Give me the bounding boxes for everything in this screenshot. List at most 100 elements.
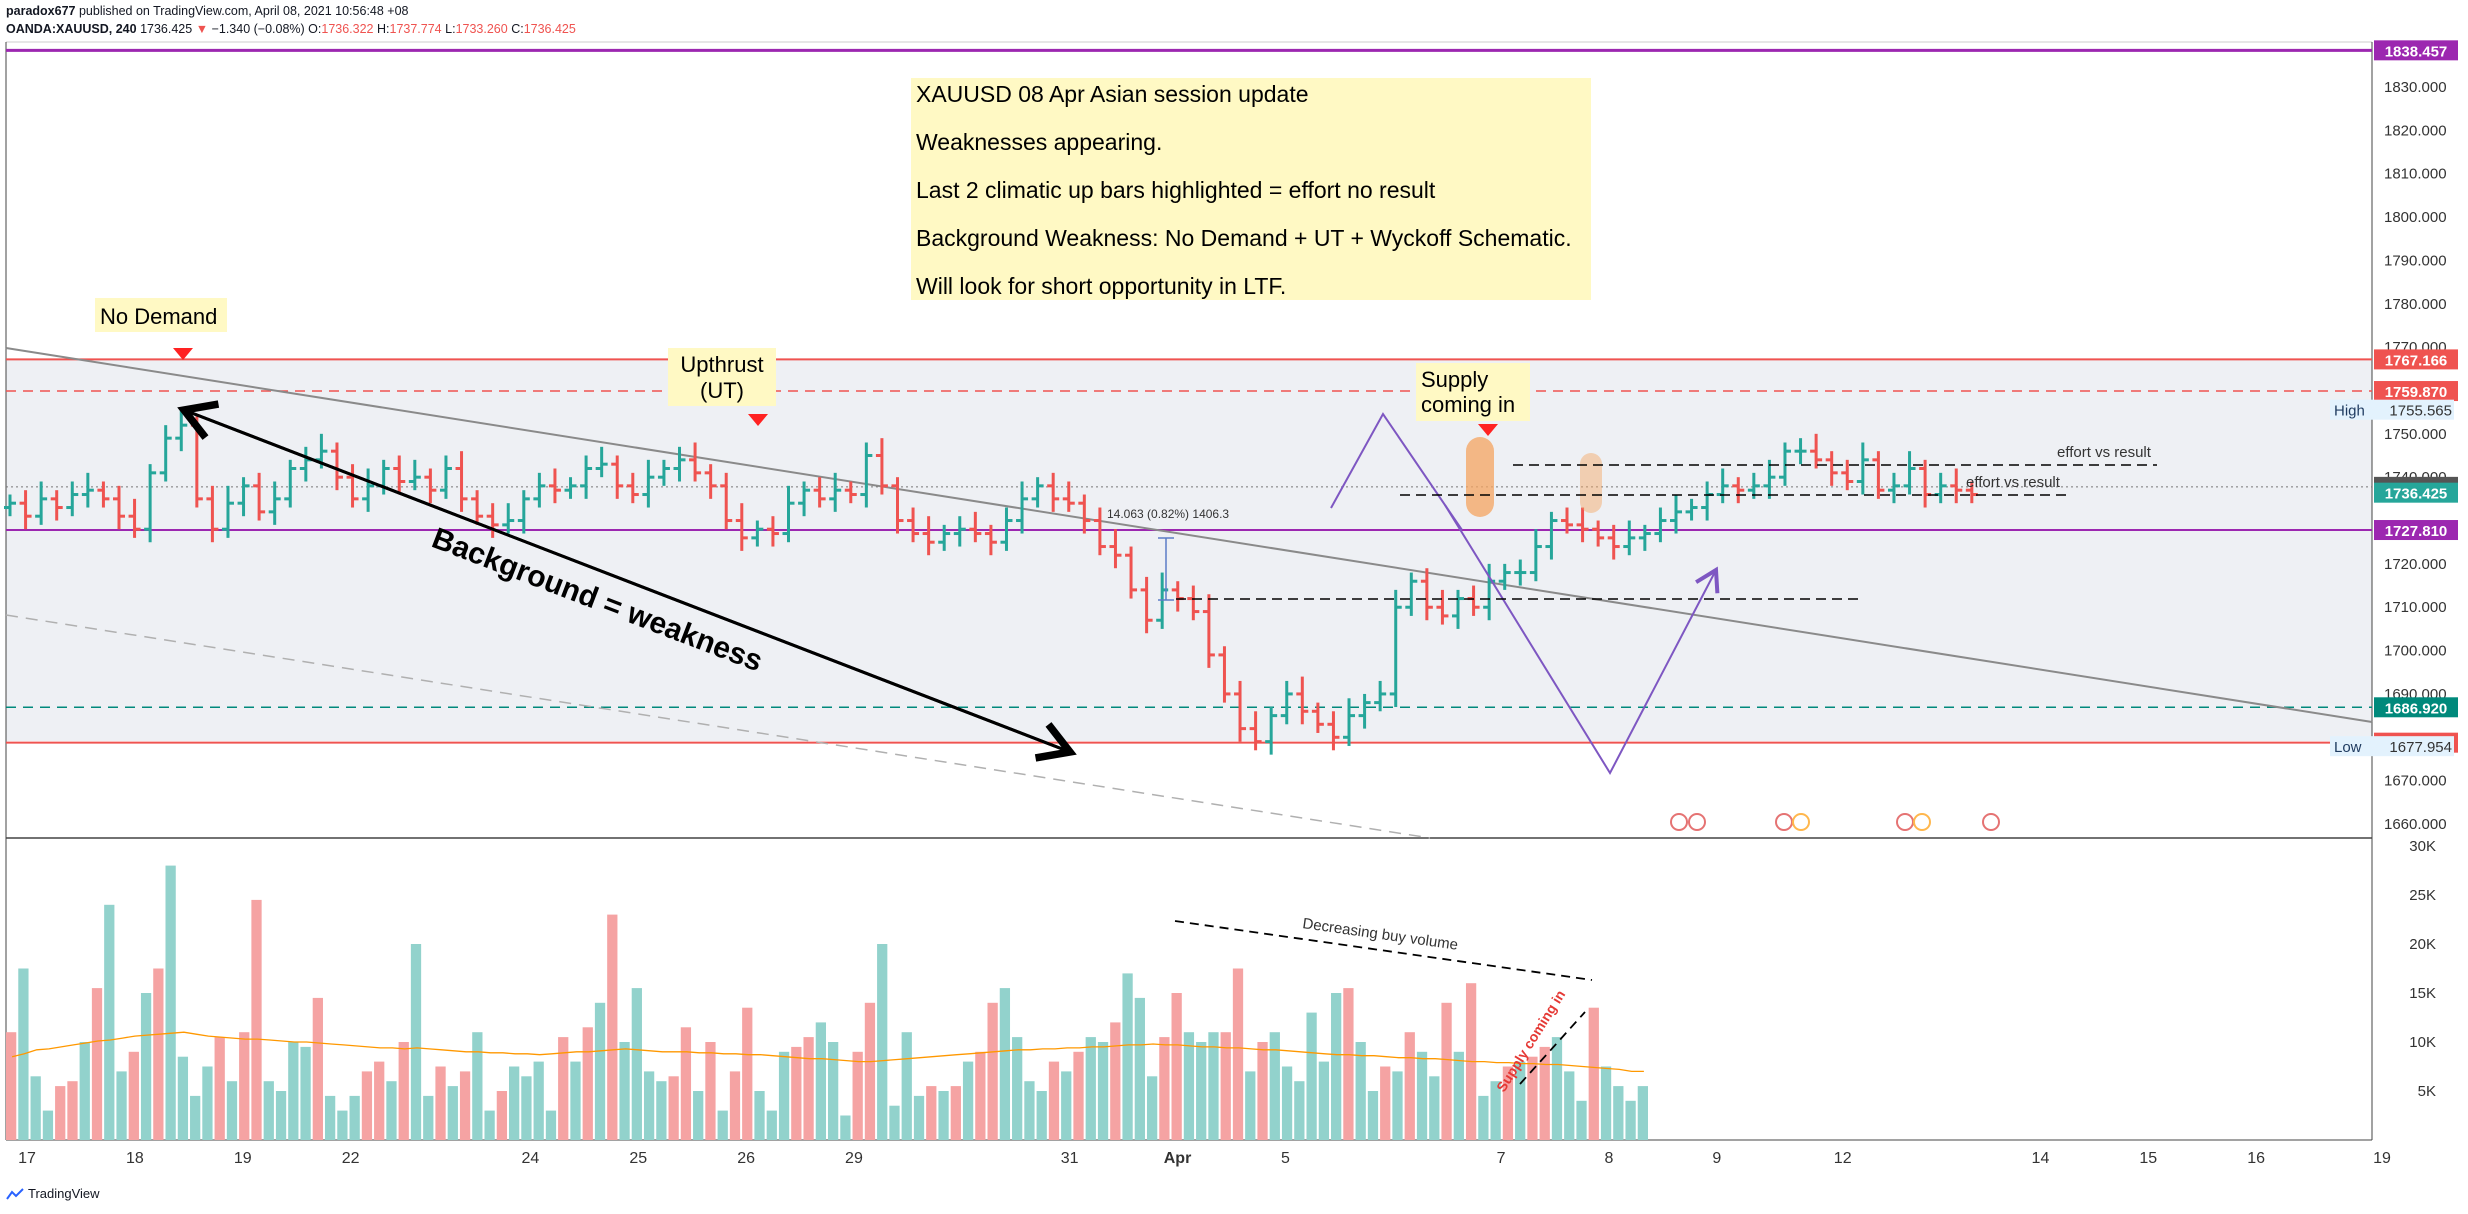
note-box bbox=[911, 78, 1591, 300]
volume-bar bbox=[472, 1032, 483, 1140]
ohlc-bar bbox=[50, 490, 63, 521]
ohlc-bar bbox=[642, 459, 655, 508]
symbol-info[interactable]: OANDA:XAUUSD, 240 bbox=[6, 22, 137, 36]
economic-event-icon[interactable] bbox=[1896, 813, 1914, 831]
volume-tick-label: 5K bbox=[2418, 1083, 2436, 1100]
volume-bar bbox=[1306, 1012, 1317, 1140]
ohlc-bar bbox=[829, 472, 842, 512]
volume-bar bbox=[104, 904, 115, 1140]
ohlc-bar bbox=[1296, 676, 1309, 725]
ohlc-bar bbox=[439, 455, 452, 499]
volume-bar bbox=[877, 944, 888, 1140]
svg-text:High: High bbox=[2334, 403, 2365, 420]
time-tick-label: 25 bbox=[629, 1150, 647, 1167]
volume-bar bbox=[1024, 1081, 1035, 1140]
ohlc-bar bbox=[953, 516, 966, 547]
chart-header: paradox677 published on TradingView.com,… bbox=[6, 2, 576, 38]
no-demand-label: No Demand bbox=[100, 304, 217, 329]
volume-bar bbox=[570, 1061, 581, 1140]
volume-bar bbox=[337, 1110, 348, 1140]
ohlc-bar bbox=[657, 459, 670, 486]
note-line-4: Background Weakness: No Demand + UT + Wy… bbox=[916, 225, 1572, 251]
ohlc-bar bbox=[844, 481, 857, 504]
ohlc-bar bbox=[860, 442, 873, 508]
economic-event-icon[interactable] bbox=[1792, 813, 1810, 831]
ohlc-bar bbox=[1856, 442, 1869, 495]
volume-bar bbox=[729, 1071, 741, 1140]
economic-event-icon[interactable] bbox=[1913, 813, 1931, 831]
ohlc-bar bbox=[1374, 680, 1387, 712]
supply-marker-icon bbox=[1478, 424, 1498, 436]
no-demand-box bbox=[95, 298, 227, 332]
volume-bar bbox=[742, 1007, 753, 1140]
close-label: C: bbox=[511, 22, 524, 36]
svg-text:1686.920: 1686.920 bbox=[2385, 700, 2448, 717]
economic-event-icon[interactable] bbox=[1688, 813, 1706, 831]
time-tick-label: 19 bbox=[2373, 1150, 2391, 1167]
economic-event-icon[interactable] bbox=[1775, 813, 1793, 831]
ohlc-bar bbox=[766, 516, 779, 547]
ohlc-bar bbox=[1810, 433, 1823, 469]
ohlc-bar bbox=[1623, 520, 1636, 556]
volume-bar bbox=[975, 1051, 986, 1140]
economic-event-icon[interactable] bbox=[1670, 813, 1688, 831]
volume-bar bbox=[1637, 1086, 1648, 1140]
volume-bar bbox=[889, 1105, 900, 1140]
ohlc-bar bbox=[1654, 507, 1667, 543]
volume-bar bbox=[1036, 1091, 1047, 1140]
ohlc-bar bbox=[97, 481, 110, 508]
ohlc-bar bbox=[611, 455, 624, 499]
time-tick-label: 16 bbox=[2247, 1150, 2265, 1167]
ohlc-bar bbox=[891, 477, 904, 534]
volume-bar bbox=[1539, 1046, 1550, 1140]
economic-event-icon[interactable] bbox=[1982, 813, 2000, 831]
price-tag: 1767.166 bbox=[2374, 349, 2458, 370]
ohlc-bar bbox=[1903, 451, 1916, 495]
ohlc-bar bbox=[1000, 507, 1013, 551]
ohlc-bar bbox=[813, 477, 826, 508]
note-line-5: Will look for short opportunity in LTF. bbox=[916, 273, 1286, 299]
volume-bar bbox=[177, 1056, 189, 1140]
open-label: O: bbox=[308, 22, 322, 36]
ohlc-bar bbox=[455, 451, 468, 512]
volume-bar bbox=[607, 914, 618, 1140]
volume-bar bbox=[300, 1046, 311, 1140]
note-line-3: Last 2 climatic up bars highlighted = ef… bbox=[916, 177, 1436, 203]
time-tick-label: 7 bbox=[1497, 1150, 1506, 1167]
ohlc-bar bbox=[673, 446, 686, 482]
volume-bar bbox=[1392, 1071, 1403, 1140]
ohlc-bar bbox=[1327, 711, 1340, 751]
ohlc-bar bbox=[1125, 546, 1138, 599]
price-tick-label: 1790.000 bbox=[2384, 252, 2447, 269]
tradingview-logo[interactable]: TradingView bbox=[6, 1186, 100, 1201]
volume-ma-line bbox=[11, 1031, 1644, 1073]
ohlc-bar bbox=[595, 446, 608, 478]
volume-bar bbox=[558, 1037, 569, 1140]
ohlc-bar bbox=[720, 472, 733, 530]
volume-tick-label: 10K bbox=[2409, 1034, 2436, 1051]
price-tick-label: 1710.000 bbox=[2384, 599, 2447, 616]
volume-bar bbox=[1257, 1042, 1268, 1140]
volume-bar bbox=[1269, 1032, 1280, 1140]
ohlc-bar bbox=[19, 490, 32, 530]
measure-label: 14.063 (0.82%) 1406.3 bbox=[1107, 507, 1229, 521]
ohlc-bar bbox=[704, 464, 717, 499]
volume-bar bbox=[312, 997, 323, 1140]
ohlc-bar bbox=[564, 477, 577, 499]
volume-bar bbox=[1502, 1066, 1514, 1140]
volume-tick-label: 15K bbox=[2409, 985, 2436, 1002]
ohlc-bar bbox=[502, 503, 515, 534]
volume-bar bbox=[619, 1042, 630, 1140]
author-name[interactable]: paradox677 bbox=[6, 4, 76, 18]
volume-bar bbox=[1012, 1037, 1023, 1140]
volume-bar bbox=[864, 1002, 876, 1140]
ohlc-bar bbox=[4, 494, 16, 517]
ohlc-bar bbox=[1887, 472, 1900, 504]
ohlc-bar bbox=[626, 472, 639, 504]
ohlc-bar bbox=[875, 438, 888, 495]
volume-bar bbox=[1564, 1071, 1575, 1140]
price-tick-label: 1750.000 bbox=[2384, 426, 2447, 443]
price-tag: 1838.457 bbox=[2374, 40, 2458, 61]
volume-bar bbox=[754, 1091, 765, 1140]
